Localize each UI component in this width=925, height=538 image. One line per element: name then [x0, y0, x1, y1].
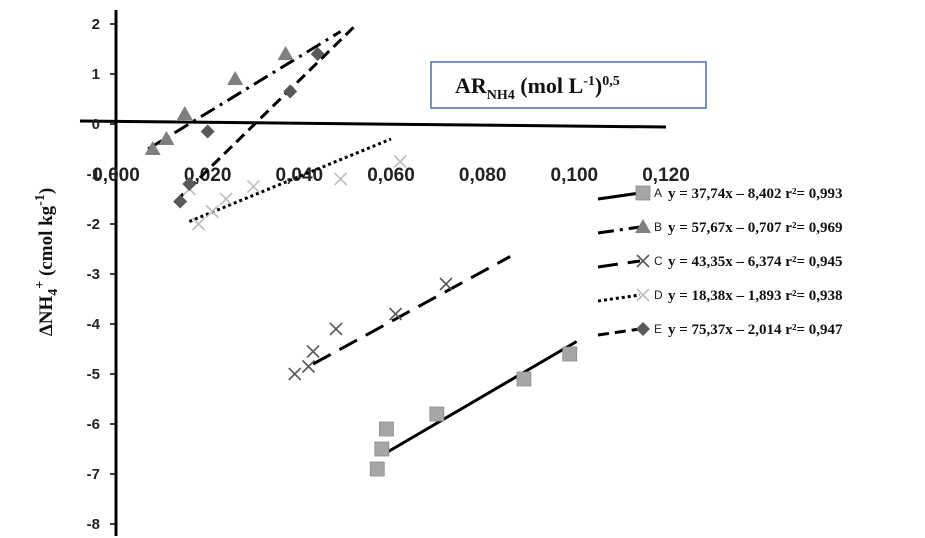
- y-tick-label: -3: [87, 266, 100, 283]
- fit-line-e: [174, 25, 356, 203]
- legend-line-e: [597, 327, 641, 337]
- legend-line-d: [597, 293, 641, 303]
- legend-line-a: [597, 191, 641, 201]
- y-tick-label: -8: [87, 516, 100, 533]
- legend-equation: y = 57,67x – 0,707 r²= 0,969: [668, 220, 843, 236]
- legend-marker-c: [636, 254, 650, 268]
- y-tick-label: 0: [92, 116, 100, 133]
- x-axis-line: [79, 119, 667, 129]
- legend-series-name: B: [654, 220, 662, 234]
- x-axis-title: ARNH4 (mol L-1)0,5: [455, 73, 620, 103]
- y-tick-label: -6: [87, 416, 100, 433]
- y-tick-label: -2: [87, 216, 100, 233]
- y-axis-title: ΔNH4+ (cmol kg-1): [33, 188, 61, 336]
- axes-layer: 2 1 0 -1 -2 -3 -4 -5 -6 -7 -8 0,000 0,020 0,040 0,060 0…: [79, 10, 690, 536]
- point-b: [144, 141, 161, 155]
- point-d: [219, 192, 233, 206]
- point-e: [283, 84, 298, 99]
- legend-series-name: E: [654, 322, 662, 336]
- legend-equation: y = 43,35x – 6,374 r²= 0,945: [668, 254, 843, 270]
- legend-marker-b: [635, 219, 651, 233]
- y-tick-label: 2: [92, 16, 100, 33]
- point-d: [334, 172, 348, 186]
- fit-line-c: [312, 255, 511, 366]
- legend-equation: y = 37,74x – 8,402 r²= 0,993: [668, 186, 843, 202]
- point-c: [288, 367, 302, 381]
- legend-series-name: A: [654, 186, 662, 200]
- x-tick-label: 0,080: [459, 165, 507, 186]
- point-a: [429, 406, 445, 422]
- x-tick-label: 0,060: [367, 165, 415, 186]
- x-tick-label: 0,100: [551, 165, 599, 186]
- y-tick-label: -5: [87, 366, 100, 383]
- point-a: [562, 346, 578, 362]
- x-tick-label: 0,000: [92, 165, 140, 186]
- point-a: [369, 461, 385, 477]
- point-c: [389, 307, 403, 321]
- point-d: [191, 217, 206, 231]
- legend-series-name: C: [654, 254, 663, 268]
- point-d: [205, 204, 219, 219]
- markers-layer: [144, 46, 578, 477]
- point-b: [277, 46, 294, 60]
- point-d: [393, 154, 407, 169]
- legend-line-c: [597, 259, 641, 269]
- point-a: [374, 441, 390, 457]
- x-axis-title-box: ARNH4 (mol L-1)0,5: [430, 61, 707, 109]
- point-d: [246, 179, 261, 194]
- legend-series-name: D: [654, 288, 663, 302]
- x-tick-label: 0,040: [276, 165, 324, 186]
- point-e: [310, 47, 325, 61]
- legend-equation: y = 18,38x – 1,893 r²= 0,938: [668, 288, 843, 304]
- fit-lines-layer: [147, 25, 578, 456]
- point-c: [306, 344, 320, 359]
- x-tick-label: 0,120: [642, 165, 690, 186]
- fit-line-d: [188, 137, 392, 223]
- legend-line-b: [597, 225, 641, 235]
- fit-line-a: [383, 340, 578, 456]
- y-tick-label: 1: [92, 66, 100, 83]
- point-b: [227, 71, 244, 85]
- legend-marker-e: [636, 322, 650, 336]
- point-b: [176, 106, 193, 120]
- point-a: [516, 371, 532, 387]
- point-c: [439, 277, 453, 291]
- point-e: [182, 177, 197, 191]
- point-c: [301, 359, 316, 374]
- point-c: [329, 322, 343, 336]
- y-tick-label: -7: [87, 466, 100, 483]
- legend-marker-a: [635, 185, 651, 201]
- point-a: [379, 421, 394, 437]
- y-tick-label: -4: [87, 316, 101, 333]
- point-b: [158, 131, 175, 145]
- x-tick-label: 0,020: [184, 165, 232, 186]
- legend-equation: y = 75,37x – 2,014 r²= 0,947: [668, 322, 843, 338]
- point-e: [173, 194, 188, 209]
- y-tick-label: -1: [87, 166, 100, 183]
- legend-marker-d: [636, 288, 650, 302]
- point-e: [200, 124, 215, 139]
- fit-line-b: [147, 30, 342, 151]
